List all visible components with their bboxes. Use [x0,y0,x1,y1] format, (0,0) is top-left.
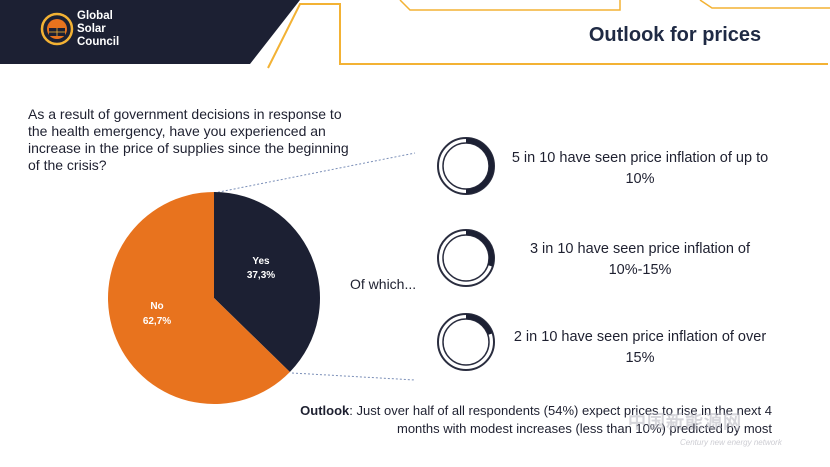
header-band [0,0,830,69]
header-gold-line-2 [399,0,621,11]
ring-text-3: 2 in 10 have seen price inflation of ove… [513,329,767,366]
of-which-label: Of which... [350,276,417,292]
pie-chart: Yes 37,3% No 62,7% [107,152,416,404]
ring-chart-1 [437,137,495,195]
outlook-text: : Just over half of all respondents (54%… [349,403,772,436]
header-gold-line [267,3,828,69]
ring-fill-3 [466,314,493,335]
slice-label-no: No [150,301,163,312]
header-dark-shape [0,0,300,64]
ring-text-1: 5 in 10 have seen price inflation of up … [511,150,769,187]
page-title: Outlook for prices [588,24,762,46]
ring-chart-2 [437,229,495,287]
watermark: 中国新能源网 [628,412,742,432]
watermark-sub: Century new energy network [680,438,782,447]
slice-label-yes: Yes [252,256,270,267]
ring-fill-2 [466,230,494,267]
pie-slice-no [107,192,290,404]
logo-text: Global Solar Council [77,10,147,49]
connector-line-bottom [291,372,416,381]
ring-text-2: 3 in 10 have seen price inflation of 10%… [529,241,751,278]
header-gold-line-3 [699,0,830,9]
ring-fill-1 [466,138,494,194]
ring-chart-3 [437,313,495,371]
slice-value-no: 62,7% [143,316,171,327]
outlook-label: Outlook [300,403,350,418]
logo-line-3: Council [77,36,120,48]
sun-logo-icon [40,12,74,46]
logo-line-2: Solar [77,23,106,35]
logo-line-1: Global [77,10,113,22]
survey-question: As a result of government decisions in r… [28,106,349,173]
pie-slice-yes [214,192,320,373]
slice-value-yes: 37,3% [247,270,275,281]
outlook-note: Outlook: Just over half of all responden… [272,402,772,438]
